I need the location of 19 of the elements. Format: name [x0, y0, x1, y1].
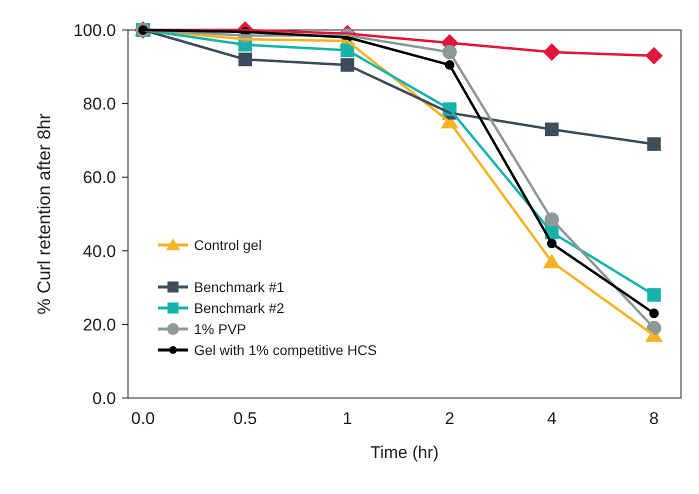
legend-label: Benchmark #2 [194, 300, 284, 316]
x-tick-label: 1 [342, 409, 352, 428]
legend-label: Gel with 1% competitive HCS [194, 342, 377, 358]
x-tick-label: 8 [649, 409, 659, 428]
x-tick-label: 0.0 [131, 409, 155, 428]
legend-label: Benchmark #1 [194, 278, 284, 295]
legend-label: 1% PVP [194, 320, 246, 337]
y-tick-label: 100.0 [73, 20, 116, 40]
y-tick-label: 20.0 [82, 315, 116, 334]
x-tick-label: 0.5 [233, 409, 258, 428]
legend-label: Control gel [194, 236, 262, 253]
x-tick-label: 2 [444, 409, 454, 428]
y-tick-label: 0.0 [92, 388, 116, 408]
y-tick-label: 60.0 [82, 168, 116, 188]
x-axis-title: Time (hr) [370, 443, 439, 462]
y-tick-label: 40.0 [82, 242, 116, 261]
x-tick-label: 4 [547, 409, 557, 428]
y-axis-title: % Curl retention after 8hr [34, 113, 54, 315]
y-tick-label: 80.0 [82, 94, 116, 114]
